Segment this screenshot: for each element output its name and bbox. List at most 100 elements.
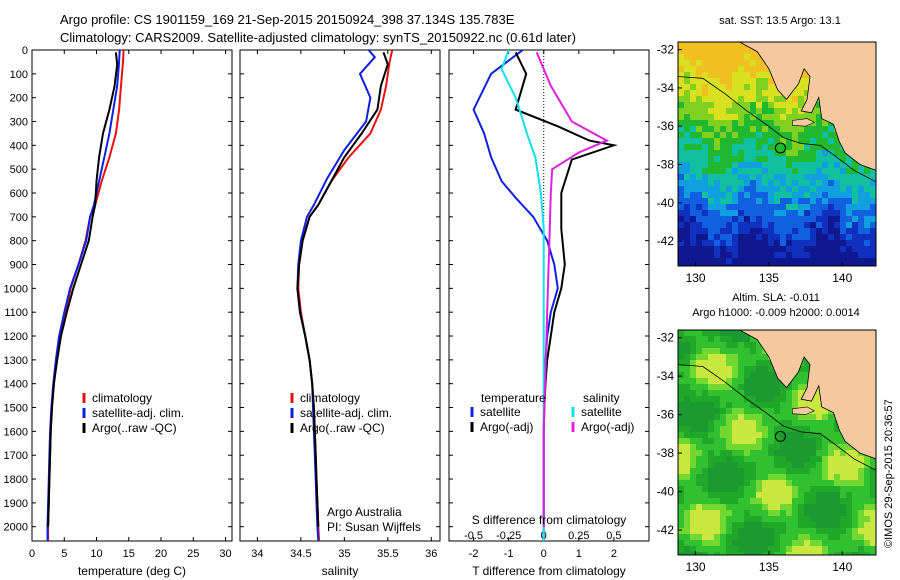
heatmap-cell [702, 126, 708, 132]
heatmap-cell [852, 462, 858, 468]
heatmap-cell [720, 150, 726, 156]
heatmap-cell [744, 486, 750, 492]
heatmap-cell [840, 534, 846, 540]
heatmap-cell [684, 210, 690, 216]
heatmap-cell [714, 126, 720, 132]
heatmap-cell [816, 504, 822, 510]
heatmap-cell [714, 84, 720, 90]
heatmap-cell [708, 372, 714, 378]
heatmap-cell [792, 552, 798, 555]
heatmap-cell [714, 198, 720, 204]
heatmap-cell [678, 186, 684, 192]
heatmap-cell [810, 216, 816, 222]
heatmap-cell [762, 378, 768, 384]
x-tick-label: 36 [425, 548, 437, 560]
heatmap-cell [744, 426, 750, 432]
heatmap-cell [834, 444, 840, 450]
heatmap-cell [852, 528, 858, 534]
heatmap-cell [780, 240, 786, 246]
heatmap-cell [828, 486, 834, 492]
heatmap-cell [684, 378, 690, 384]
heatmap-cell [816, 480, 822, 486]
heatmap-cell [840, 540, 846, 546]
heatmap-cell [732, 468, 738, 474]
heatmap-cell [798, 162, 804, 168]
heatmap-cell [702, 498, 708, 504]
heatmap-cell [726, 114, 732, 120]
heatmap-cell [822, 120, 828, 126]
heatmap-cell [870, 192, 876, 198]
heatmap-cell [858, 192, 864, 198]
header-line-1: Argo profile: CS 1901159_169 21-Sep-2015… [60, 12, 515, 27]
heatmap-cell [852, 162, 858, 168]
lat-tick-label: -32 [657, 43, 675, 57]
heatmap-cell [744, 60, 750, 66]
heatmap-cell [708, 516, 714, 522]
heatmap-cell [678, 540, 684, 546]
heatmap-cell [750, 72, 756, 78]
heatmap-cell [792, 402, 798, 408]
heatmap-cell [690, 102, 696, 108]
heatmap-cell [804, 168, 810, 174]
heatmap-cell [756, 54, 762, 60]
heatmap-cell [858, 504, 864, 510]
heatmap-cell [750, 432, 756, 438]
heatmap-cell [684, 234, 690, 240]
x-tick-label: 35.5 [377, 548, 398, 560]
heatmap-cell [774, 420, 780, 426]
heatmap-cell [702, 144, 708, 150]
heatmap-cell [678, 528, 684, 534]
heatmap-cell [678, 534, 684, 540]
heatmap-cell [762, 192, 768, 198]
heatmap-cell [798, 180, 804, 186]
heatmap-cell [732, 522, 738, 528]
heatmap-cell [864, 474, 870, 480]
heatmap-cell [840, 216, 846, 222]
heatmap-cell [840, 228, 846, 234]
heatmap-cell [744, 222, 750, 228]
heatmap-cell [834, 504, 840, 510]
heatmap-cell [702, 198, 708, 204]
heatmap-cell [714, 378, 720, 384]
heatmap-cell [792, 162, 798, 168]
heatmap-cell [864, 546, 870, 552]
heatmap-cell [798, 516, 804, 522]
heatmap-cell [744, 198, 750, 204]
heatmap-cell [798, 486, 804, 492]
heatmap-cell [846, 498, 852, 504]
heatmap-cell [804, 126, 810, 132]
heatmap-cell [780, 534, 786, 540]
heatmap-cell [762, 450, 768, 456]
heatmap-cell [738, 540, 744, 546]
heatmap-cell [714, 180, 720, 186]
heatmap-cell [678, 342, 684, 348]
heatmap-cell [708, 60, 714, 66]
heatmap-cell [744, 204, 750, 210]
heatmap-cell [864, 264, 870, 266]
heatmap-cell [696, 534, 702, 540]
heatmap-cell [834, 150, 840, 156]
legend-title: salinity [583, 391, 620, 405]
heatmap-cell [750, 420, 756, 426]
heatmap-cell [732, 102, 738, 108]
heatmap-cell [798, 126, 804, 132]
heatmap-cell [678, 252, 684, 258]
heatmap-cell [834, 234, 840, 240]
heatmap-cell [792, 498, 798, 504]
heatmap-cell [864, 210, 870, 216]
heatmap-cell [816, 252, 822, 258]
heatmap-cell [726, 120, 732, 126]
heatmap-cell [744, 498, 750, 504]
heatmap-cell [822, 552, 828, 555]
heatmap-cell [816, 438, 822, 444]
heatmap-cell [690, 192, 696, 198]
heatmap-cell [732, 60, 738, 66]
heatmap-cell [714, 342, 720, 348]
heatmap-cell [726, 42, 732, 48]
heatmap-cell [792, 138, 798, 144]
heatmap-cell [720, 216, 726, 222]
heatmap-cell [714, 150, 720, 156]
heatmap-cell [684, 420, 690, 426]
heatmap-cell [696, 396, 702, 402]
